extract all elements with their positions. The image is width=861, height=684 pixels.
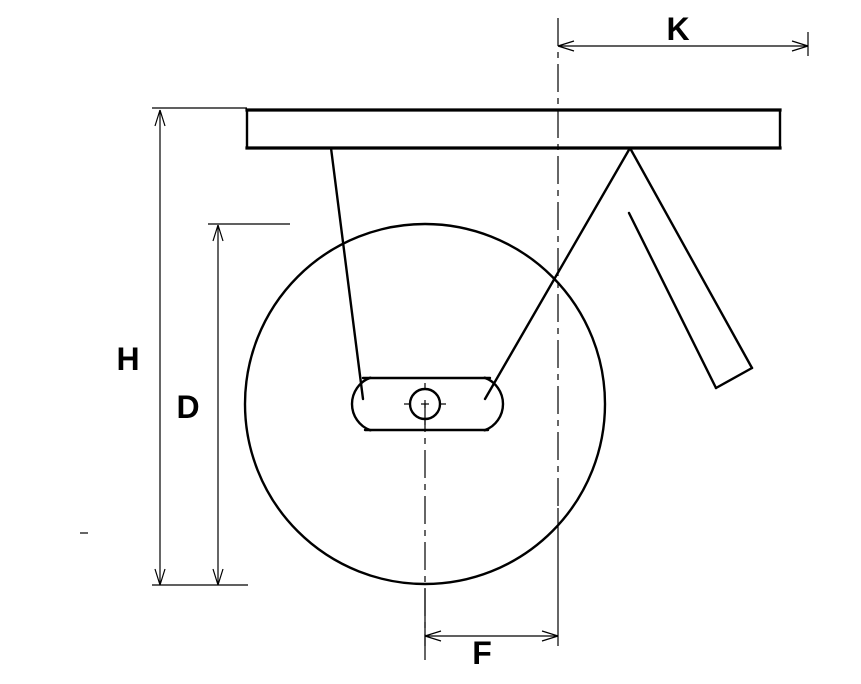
dim-H-label: H — [116, 341, 139, 377]
fork-left — [331, 148, 363, 399]
dim-K-label: K — [666, 11, 689, 47]
dim-F-label: F — [472, 635, 492, 671]
lever-inner — [629, 213, 716, 388]
dim-D-label: D — [176, 389, 199, 425]
lever-outer — [630, 148, 752, 368]
caster-diagram: K H D F — [0, 0, 861, 684]
